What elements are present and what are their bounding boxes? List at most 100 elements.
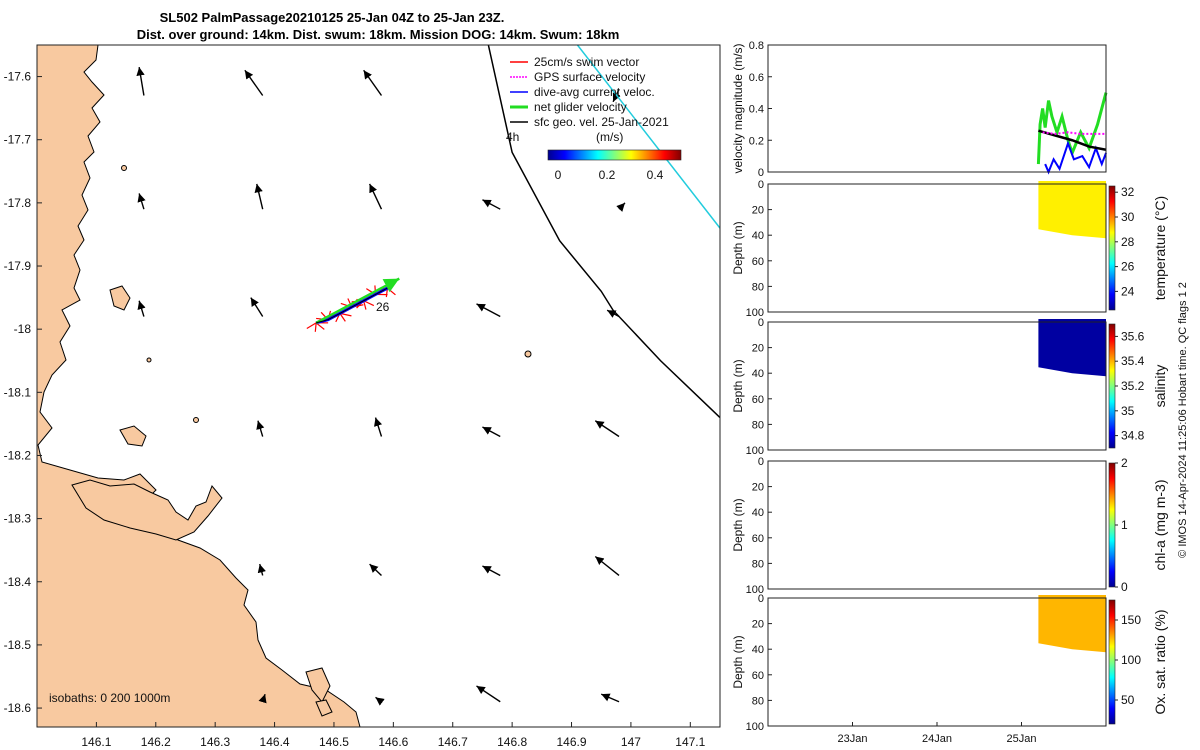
panel-y-tick-label: 20 xyxy=(752,343,764,355)
colorbar-tick-label: 35.6 xyxy=(1121,329,1145,343)
map-panel: 146.1 146.2 146.3 146.4 146.5 146.6 146.7 146.8… xyxy=(4,44,721,749)
colorbar-tick-label: 26 xyxy=(1121,260,1135,274)
swim-vector xyxy=(306,322,317,330)
colorbar-label: temperature (°C) xyxy=(1152,196,1168,300)
panel-y-tick-label: 0 xyxy=(758,167,764,179)
map-x-tick-label: 147.1 xyxy=(675,735,705,749)
geo-velocity-arrow xyxy=(616,202,626,212)
panel-y-tick-label: 60 xyxy=(752,533,764,545)
geo-velocity-arrow xyxy=(594,420,620,438)
panel-y-tick-label: 0.6 xyxy=(749,72,764,84)
panel-ylabel: velocity magnitude (m/s) xyxy=(731,43,745,173)
panel-oxygen: 0 20 40 60 80 100 Depth (m) 50 100 150 Ox. sat. ra… xyxy=(731,593,1168,745)
panel-velocity: 0 0.2 0.4 0.6 0.8 velocity magnitude (m/s) xyxy=(731,40,1108,179)
island-hinchinbrook xyxy=(71,479,223,541)
map-frame xyxy=(36,44,721,728)
map-y-tick-label: -17.7 xyxy=(4,133,32,147)
panel-y-tick-label: 60 xyxy=(752,256,764,268)
panel-y-tick-label: 40 xyxy=(752,230,764,242)
legend-net-velocity: net glider velocity xyxy=(534,100,627,114)
legend-gps-velocity: GPS surface velocity xyxy=(534,70,645,84)
island-2 xyxy=(119,425,147,447)
panel-frame xyxy=(767,44,1107,173)
map-x-tick-label: 146.2 xyxy=(141,735,171,749)
geo-vector-field xyxy=(136,66,626,706)
map-legend: 25cm/s swim vector GPS surface velocity … xyxy=(506,55,682,182)
panel-ylabel: Depth (m) xyxy=(731,221,745,274)
panel-colorbar xyxy=(1108,185,1116,311)
panel-y-tick-label: 0.4 xyxy=(749,104,764,116)
island-5 xyxy=(524,350,532,358)
colorbar-label: Ox. sat. ratio (%) xyxy=(1152,609,1168,714)
copyright-text: © IMOS 14-Apr-2024 11:25:06 Hobart time.… xyxy=(1177,282,1189,558)
mainland-coast xyxy=(37,45,361,727)
map-x-tick-label: 146.1 xyxy=(81,735,111,749)
map-y-tick-label: -18 xyxy=(14,322,32,336)
swim-vector xyxy=(314,322,317,332)
cyan-reference-line xyxy=(576,45,720,229)
panel-y-tick-label: 0 xyxy=(758,317,764,329)
geo-velocity-arrow xyxy=(375,696,385,706)
panel-y-tick-label: 20 xyxy=(752,205,764,217)
time-tick-label: 24Jan xyxy=(922,733,952,745)
geo-velocity-arrow xyxy=(368,183,383,210)
map-y-tick-label: -18.2 xyxy=(4,448,32,462)
island-8 xyxy=(146,357,152,363)
geo-velocity-arrow xyxy=(369,563,382,576)
geo-velocity-arrow xyxy=(257,563,266,576)
map-y-tick-label: -17.9 xyxy=(4,259,32,273)
panel-frame xyxy=(767,183,1107,313)
colorbar-tick-label: 34.8 xyxy=(1121,429,1145,443)
panel-temperature: 0 20 40 60 80 100 Depth (m) 24 26 28 30 32 temperatu… xyxy=(731,179,1168,319)
isobaths-label: isobaths: 0 200 1000m xyxy=(49,691,170,705)
geo-velocity-arrow xyxy=(482,199,501,210)
panel-colorbar xyxy=(1108,323,1116,449)
panel-y-tick-label: 20 xyxy=(752,482,764,494)
colorbar-tick-label: 2 xyxy=(1121,456,1128,470)
time-tick-label: 25Jan xyxy=(1007,733,1037,745)
coastal-track-line xyxy=(487,45,720,419)
panel-y-tick-label: 80 xyxy=(752,419,764,431)
panel-ylabel: Depth (m) xyxy=(731,635,745,688)
map-colorbar-tick-2: 0.4 xyxy=(647,168,664,182)
panel-y-tick-label: 0 xyxy=(758,593,764,605)
panel-colorbar xyxy=(1108,599,1116,725)
map-colorbar-tick-1: 0.2 xyxy=(599,168,616,182)
map-x-tick-label: 146.8 xyxy=(497,735,527,749)
map-x-tick-label: 146.4 xyxy=(260,735,290,749)
colorbar-unit-label: (m/s) xyxy=(596,130,623,144)
panel-salinity: 0 20 40 60 80 100 Depth (m) 34.8 35 35.2 35.4 35.6 s… xyxy=(731,317,1168,457)
panel-y-tick-label: 20 xyxy=(752,619,764,631)
legend-dive-avg: dive-avg current veloc. xyxy=(534,85,655,99)
island-4 xyxy=(315,699,333,717)
geo-velocity-arrow xyxy=(600,693,620,703)
colorbar-label: salinity xyxy=(1152,365,1168,408)
panel-y-tick-label: 60 xyxy=(752,670,764,682)
geo-velocity-arrow xyxy=(254,183,264,210)
swim-vector xyxy=(339,313,346,322)
colorbar-tick-label: 50 xyxy=(1121,693,1135,707)
panel-y-tick-label: 0 xyxy=(758,179,764,191)
panel-ylabel: Depth (m) xyxy=(731,359,745,412)
colorbar-tick-label: 32 xyxy=(1121,185,1135,199)
velocity-series-1 xyxy=(1044,140,1107,175)
geo-velocity-arrow xyxy=(482,426,501,438)
net-glider-velocity-arrow xyxy=(315,277,400,324)
temperature-data-block xyxy=(1038,181,1106,239)
map-colorbar-tick-0: 0 xyxy=(555,168,562,182)
map-x-tick-label: 146.6 xyxy=(378,735,408,749)
island-1 xyxy=(109,285,131,311)
island-7 xyxy=(193,417,199,423)
geo-velocity-arrow xyxy=(476,303,501,318)
panel-y-tick-label: 100 xyxy=(746,445,764,457)
colorbar-tick-label: 0 xyxy=(1121,580,1128,594)
time-tick-label: 23Jan xyxy=(838,733,868,745)
geo-velocity-arrow xyxy=(244,69,264,96)
map-y-tick-label: -18.1 xyxy=(4,385,32,399)
geo-velocity-arrow xyxy=(374,417,383,437)
colorbar-tick-label: 1 xyxy=(1121,518,1128,532)
panel-y-tick-label: 0.8 xyxy=(749,40,764,52)
colorbar-tick-label: 35 xyxy=(1121,404,1135,418)
map-y-tick-label: -17.6 xyxy=(4,70,32,84)
